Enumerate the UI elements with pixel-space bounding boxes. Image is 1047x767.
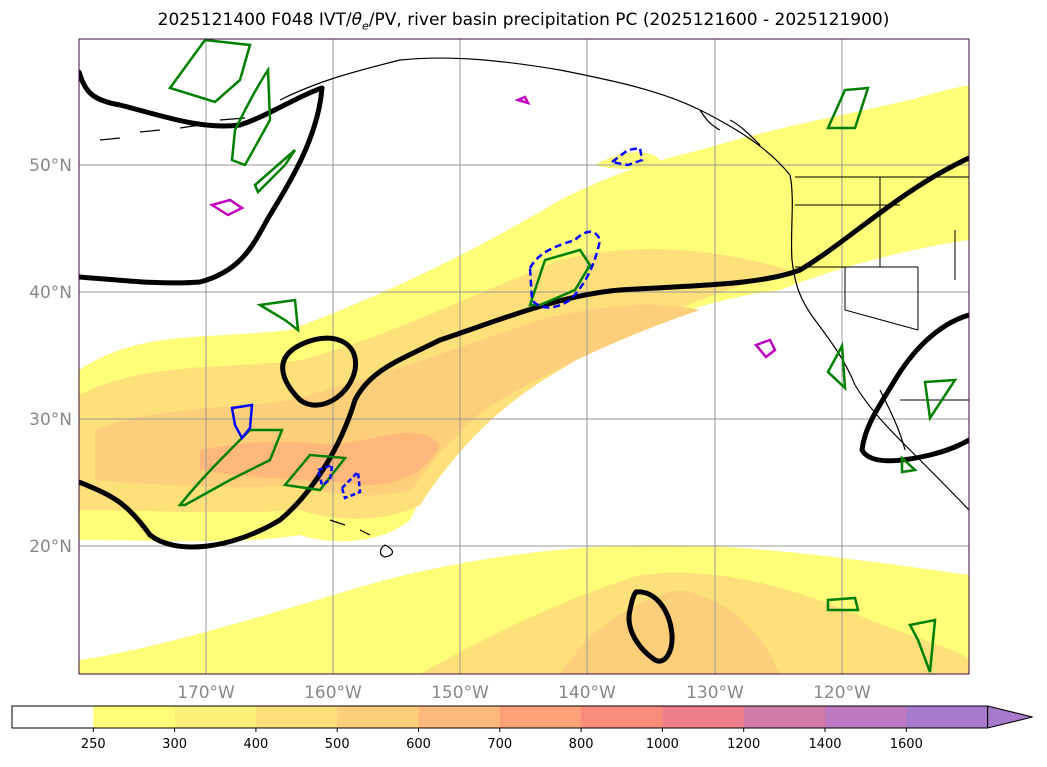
colorbar-tick-label: 1400 [808,737,841,752]
colorbar-segment [499,706,582,728]
precip-river-1 [528,248,592,307]
colorbar-tick-label: 500 [325,737,350,752]
magenta-west [208,198,245,217]
colorbar-tick-label: 1600 [890,737,923,752]
lat-labels: 50°N 40°N 30°N 20°N [29,156,72,557]
aleutians [99,117,246,141]
border-ca-nv [844,267,919,331]
lon-label-130w: 130°W [686,683,744,703]
colorbar-tick-label: 250 [81,737,106,752]
chart-title: 2025121400 F048 IVT/θe/PV, river basin p… [0,10,1047,32]
borders [795,176,969,401]
lat-label-50: 50°N [29,156,72,176]
colorbar-segment [906,706,989,728]
lat-label-30: 30°N [29,410,72,430]
precip-nw-2 [230,66,272,167]
colorbar-tick-label: 1000 [646,737,679,752]
alaska-coast [279,57,791,176]
lon-label-120w: 120°W [813,683,871,703]
magenta-east [753,338,777,359]
lon-label-160w: 160°W [304,683,362,703]
precip-se-1 [826,86,870,130]
pv-circle-a [280,335,358,408]
colorbar-segment [12,706,94,728]
colorbar-segment [743,706,826,728]
colorbar-segment [174,706,257,728]
colorbar-tick-label: 800 [569,737,594,752]
precip-se-4 [900,455,918,474]
blue-river-dashed [528,230,602,309]
map-area [79,39,969,674]
precip-mid-1 [256,298,300,333]
ivt-band-500 [200,432,440,485]
precip-se-6 [908,618,937,673]
blue-contours [230,146,644,500]
lon-label-170w: 170°W [177,683,235,703]
colorbar-segment [418,706,501,728]
colorbar-tick-label: 1200 [727,737,760,752]
lon-labels: 170°W 160°W 150°W 140°W 130°W 120°W [177,683,871,703]
colorbar-tick-label: 700 [487,737,512,752]
precip-se-3 [923,378,958,422]
precip-se-5 [826,596,860,612]
bc-islands [699,109,761,146]
graticule [79,39,969,674]
blue-mid-dashed-2 [340,469,362,500]
lon-label-140w: 140°W [558,683,616,703]
pv-contours [79,69,969,664]
magenta-contours [208,95,777,359]
colorbar-segment [337,706,419,728]
pv-cutoff-low [626,589,675,664]
blue-north-dashed [608,146,644,167]
colorbar-segment [581,706,663,728]
precip-mid-3 [282,453,348,492]
pv-northwest-line [79,69,325,129]
colorbar-tick-label: 400 [243,737,268,752]
colorbar-tick-label: 600 [406,737,431,752]
colorbar: 250 300 400 500 600 700 800 1000 1200 1400 1600 [11,705,1033,752]
title-after: /PV, river basin precipitation PC (20251… [368,10,890,30]
colorbar-segment [662,706,745,728]
colorbar-segment [825,706,907,728]
title-theta-sub: e [362,19,369,33]
precip-mid-2 [177,428,284,507]
colorbar-segment [255,706,338,728]
colorbar-tick-label: 300 [162,737,187,752]
lat-label-20: 20°N [29,537,72,557]
magenta-north [514,95,531,106]
precip-contours [167,39,958,673]
pv-east-line [859,312,969,464]
title-before: 2025121400 F048 IVT/ [157,10,352,30]
blue-mid [230,403,254,441]
blue-mid-dashed [316,463,334,487]
precip-se-2 [826,341,847,392]
colorbar-segment [93,706,176,728]
pv-main-line [79,155,969,550]
map-frame [78,38,970,675]
lon-label-150w: 150°W [431,683,489,703]
title-theta: θ [351,10,362,30]
precip-nw-3 [253,149,297,195]
hawaii [329,519,394,558]
pv-trough [79,85,325,286]
colorbar-extend-arrow [987,705,1033,729]
precip-nw-1 [167,39,252,104]
lat-label-40: 40°N [29,283,72,303]
